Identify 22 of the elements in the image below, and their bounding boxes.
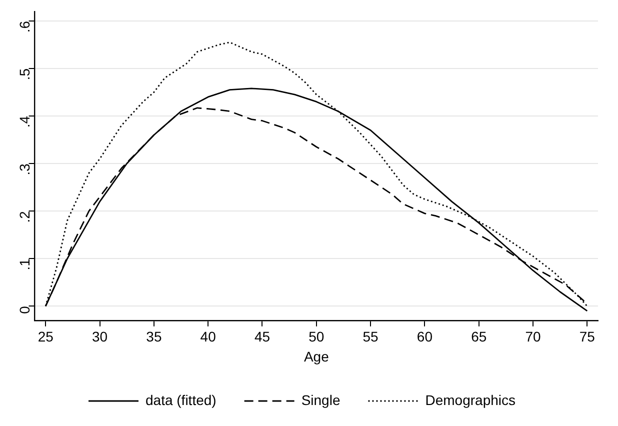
legend-label: Single	[301, 392, 340, 408]
y-tick-label: .1	[16, 258, 33, 270]
x-tick-label: 70	[525, 328, 542, 345]
x-tick-label: 35	[146, 328, 162, 345]
x-tick-label: 55	[362, 328, 379, 345]
x-tick-label: 50	[308, 328, 324, 345]
x-tick-label: 60	[416, 328, 433, 345]
x-tick-label: 25	[38, 328, 54, 345]
y-tick-label: .5	[16, 68, 33, 80]
x-axis-title: Age	[304, 348, 330, 364]
x-tick-label: 45	[254, 328, 270, 345]
legend-label: data (fitted)	[146, 392, 216, 408]
x-tick-label: 75	[579, 328, 596, 345]
x-tick-label: 40	[200, 328, 216, 345]
y-tick-label: .3	[16, 163, 33, 176]
y-tick-label: .6	[16, 20, 33, 33]
x-tick-label: 65	[471, 328, 487, 345]
y-tick-label: .4	[16, 116, 33, 128]
y-tick-label: .2	[16, 210, 33, 223]
x-tick-label: 30	[92, 328, 108, 345]
legend-label: Demographics	[425, 392, 516, 408]
y-tick-label: 0	[16, 306, 33, 314]
